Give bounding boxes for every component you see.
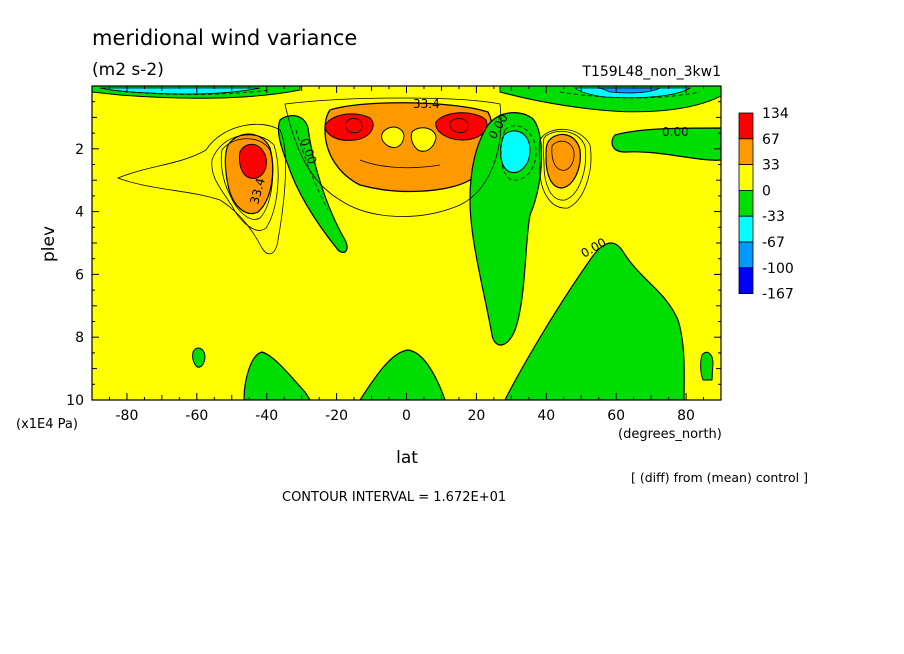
green-mound-minus-40	[243, 351, 311, 400]
green-patch-right-upper	[611, 127, 721, 161]
contour-interval-text: CONTOUR INTERVAL = 1.672E+01	[282, 490, 506, 505]
colorbar-swatch	[738, 138, 754, 166]
x-tick-label: 40	[537, 408, 555, 424]
x-tick-label: -20	[325, 408, 348, 424]
y-tick-label: 2	[75, 142, 84, 158]
contour-label-6: 0.00	[662, 125, 689, 139]
colorbar-swatch	[738, 267, 754, 294]
y-axis: 2 4 6 8 10	[66, 101, 721, 409]
contour-label-1: 33.4	[413, 97, 440, 111]
thin-contour-lines	[116, 97, 592, 255]
y-tick-label: 8	[75, 330, 84, 346]
central-yellow-cell-left	[381, 126, 405, 149]
chart-title: meridional wind variance	[92, 26, 357, 50]
central-red-cell-right	[435, 112, 488, 141]
colorbar-level-label: -167	[762, 287, 794, 303]
central-yellow-cell-right	[410, 127, 437, 152]
x-tick-label: 80	[677, 408, 695, 424]
colorbar-swatch	[738, 164, 754, 191]
colorbar-level-label: -100	[762, 261, 794, 277]
green-region-lower-right	[504, 242, 685, 400]
green-column-minus-25	[277, 114, 348, 253]
x-tick-label: 20	[467, 408, 485, 424]
colorbar-swatch	[738, 215, 754, 243]
green-patch-minus-60	[192, 347, 206, 368]
colorbar-level-label: 33	[762, 158, 780, 174]
colorbar-swatch	[738, 112, 754, 140]
x-tick-label: 60	[607, 408, 625, 424]
colorbar-swatch	[738, 241, 754, 269]
note-text: [ (diff) from (mean) control ]	[631, 470, 808, 485]
x-tick-label: -60	[185, 408, 208, 424]
x-axis-label: lat	[396, 448, 418, 468]
right-orange-region	[545, 133, 581, 189]
colorbar-swatch	[738, 189, 754, 217]
y-unit-label: (x1E4 Pa)	[16, 417, 78, 432]
x-axis: -80 -60 -40 -20 0 20 40 60 80	[91, 86, 722, 424]
contour-label-4: 33.4	[247, 176, 267, 205]
green-mound-center	[359, 349, 446, 400]
dashed-contour-lines	[109, 89, 701, 211]
y-tick-label: 10	[66, 393, 84, 409]
x-unit-label: (degrees_north)	[618, 427, 722, 442]
central-red-cell-left	[324, 113, 374, 141]
top-blue-cell-right	[599, 87, 661, 94]
colorbar: 134 67 33 0 -33 -67 -100 -167	[738, 106, 794, 303]
colorbar-level-label: 134	[762, 106, 789, 122]
x-tick-label: -80	[116, 408, 139, 424]
plot-area: 33.4 0.00 0.00 33.4 0.00 0.00	[92, 86, 721, 400]
colorbar-level-label: -33	[762, 209, 785, 225]
cyan-cell-plus-30	[500, 130, 531, 174]
colorbar-level-label: 67	[762, 132, 780, 148]
run-label: T159L48_non_3kw1	[581, 64, 721, 80]
x-tick-label: 0	[402, 408, 411, 424]
x-tick-label: -40	[255, 408, 278, 424]
chart-subtitle: (m2 s-2)	[92, 60, 164, 80]
colorbar-level-label: 0	[762, 183, 771, 199]
colorbar-level-label: -67	[762, 235, 785, 251]
green-patch-far-right	[700, 351, 714, 381]
y-tick-label: 6	[75, 267, 84, 283]
left-red-cell	[239, 143, 267, 179]
green-column-plus-25	[469, 112, 543, 346]
y-axis-label: plev	[39, 226, 59, 262]
y-tick-label: 4	[75, 205, 84, 221]
